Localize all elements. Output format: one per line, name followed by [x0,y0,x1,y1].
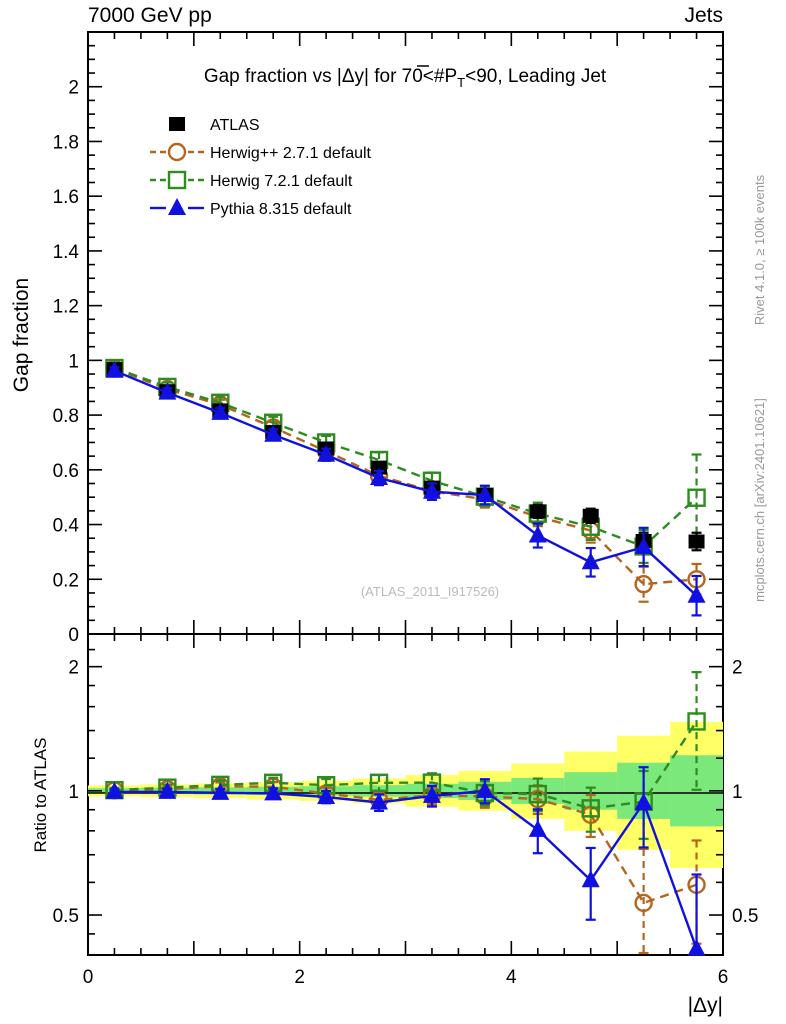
main-series-3-marker [475,484,494,502]
legend-label-2: Herwig 7.2.1 default [210,173,353,190]
main-series-3 [105,360,706,617]
main-y-tick-group: 0 0.2 0.4 0.6 0.8 1 1.2 1.4 1.6 1.8 2 [53,31,723,646]
sidebar-mcplots-ref: mcplots.cern.ch [arXiv:2401.10621] [752,398,767,602]
ratio-series-2-marker [528,819,547,837]
main-y-tick-label: 0.6 [53,461,79,482]
legend: ATLAS Herwig++ 2.7.1 default Herwig 7.2.1 … [150,117,372,218]
ratio-series-1-marker [528,784,547,804]
x-tick-label-group: 0 2 4 6 [83,967,729,988]
main-series-3-marker [422,481,441,499]
ratio-series-1-marker [687,712,706,731]
main-series-3-marker [317,444,336,462]
x-axis-label: |Δy| [688,994,723,1017]
main-ylabel: Gap fraction [10,278,33,392]
ratio-series-2-marker [264,783,283,801]
x-tick-label: 0 [83,967,94,988]
title-sub: T [457,75,465,90]
main-x-tick-group [87,32,724,634]
legend-label-3: Pythia 8.315 default [210,201,352,218]
legend-marker-2 [167,170,187,190]
ratio-ylabel: Ratio to ATLAS [31,738,50,853]
title-pre: Gap fraction vs |Δy| for 70<# [204,66,445,87]
ratio-series-2-marker [370,792,389,810]
ratio-series-2-marker [634,792,653,810]
ratio-series-2 [105,766,706,956]
main-series-0-marker [582,508,599,523]
main-series-0-marker [688,534,705,549]
main-title: Gap fraction vs |Δy| for 70<#PT<90, Lead… [204,65,607,90]
main-series-3-marker [158,382,177,400]
legend-label-1: Herwig++ 2.7.1 default [210,145,372,162]
main-series-3-marker [687,585,706,603]
legend-item-1[interactable]: Herwig++ 2.7.1 default [150,142,372,162]
ratio-series-0-marker [634,893,653,913]
ratio-panel: 0.5 0.5 1 1 2 2 [53,633,758,956]
main-series-3-marker [211,402,230,420]
svg-text:Gap fraction vs |Δy| for 70<#P: Gap fraction vs |Δy| for 70<#PT<90, Lead… [204,66,607,90]
x-tick-label: 4 [506,967,517,988]
main-y-tick-label: 0.4 [53,516,80,537]
header-left: 7000 GeV pp [88,4,212,27]
legend-marker-1 [167,142,187,162]
main-series-1-marker [634,574,653,594]
main-y-tick-label: 0.8 [53,406,79,427]
ratio-series-2-marker [211,782,230,800]
ratio-series-2-marker [422,785,441,803]
header-right: Jets [684,4,723,27]
x-tick-label: 6 [718,967,729,988]
main-series-2-marker [687,488,706,507]
legend-label-0: ATLAS [210,117,260,134]
ratio-y-tick-label: 2 [68,658,79,679]
ratio-series-2-marker [317,787,336,805]
main-series-3-marker [581,552,600,570]
main-y-tick-label: 1 [68,351,79,372]
ratio-y-tick-label: 0.5 [732,906,758,927]
ratio-series-2-marker [687,938,706,956]
ratio-y-tick-group: 0.5 0.5 1 1 2 2 [53,633,758,956]
main-y-tick-label: 1.8 [53,132,79,153]
ratio-y-tick-label: 2 [732,658,743,679]
ratio-series-1-marker [369,773,389,792]
title-pbar: P [444,66,457,87]
main-panel-frame [87,31,724,635]
main-y-tick-label: 1.2 [53,297,79,318]
legend-item-2[interactable]: Herwig 7.2.1 default [150,170,353,190]
main-y-tick-label: 1.4 [53,242,80,263]
sidebar-rivet-version: Rivet 4.1.0, ≥ 100k events [752,174,767,325]
main-y-tick-label: 2 [68,78,79,99]
ratio-y-tick-label: 1 [68,782,79,803]
main-series-3-marker [634,536,653,554]
main-series-1-line [114,367,697,586]
legend-item-0[interactable]: ATLAS [169,117,260,134]
legend-marker-3 [168,198,186,215]
dataset-watermark: (ATLAS_2011_I917526) [361,584,499,599]
main-panel: 0 0.2 0.4 0.6 0.8 1 1.2 1.4 1.6 1.8 2 [53,31,724,646]
ratio-x-tick-group [87,634,724,955]
main-series-group [105,358,706,617]
ratio-series-2-marker [581,870,600,888]
main-series-3-marker [264,424,283,442]
title-post: <90, Leading Jet [465,66,607,87]
main-series-0-marker [529,504,546,519]
main-y-tick-label: 0 [68,625,79,646]
main-y-tick-label: 0.2 [53,570,79,591]
ratio-series-2-marker [158,781,177,799]
legend-marker-0 [169,117,185,131]
ratio-series-2-marker [105,781,124,799]
ratio-y-tick-label: 0.5 [53,906,79,927]
main-series-3-line [113,369,698,597]
main-y-tick-label: 1.6 [53,187,79,208]
main-series-3-marker [105,360,124,378]
legend-item-3[interactable]: Pythia 8.315 default [150,198,352,218]
ratio-y-tick-label: 1 [732,782,743,803]
ratio-series-1-marker [581,799,600,818]
main-series-3-marker [528,525,547,543]
x-tick-label: 2 [294,967,305,988]
main-series-3-marker [370,468,389,486]
ratio-series-2-line [114,789,698,950]
ratio-series-2-marker [475,780,494,798]
ratio-series-group [105,671,706,956]
